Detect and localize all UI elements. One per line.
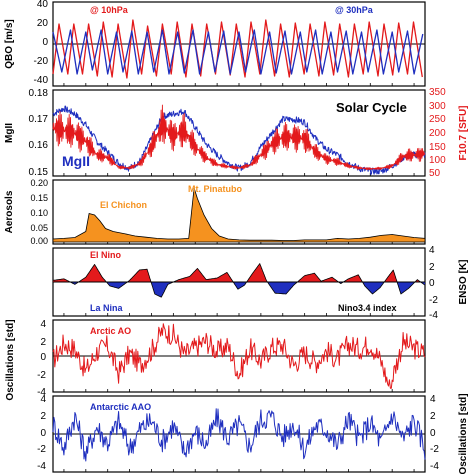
aao-ytick-label: 0 [40,428,46,439]
aerosols-panel: 0.20 0.15 0.10 0.05 0.00 Aerosols El Chi… [4,178,426,246]
enso-series-marks [52,263,426,316]
solar-title: Solar Cycle [336,100,407,115]
aao-right-ytick-label: 0 [430,428,436,439]
enso-right-ytick-label: -4 [429,310,438,321]
solar-right-y-ticks: 350 300 250 200 150 100 50 [429,87,446,179]
solar-legend-mgii: MgII [62,153,90,169]
aerosols-series-marks [52,187,426,244]
mgii-line [52,105,426,175]
aao-right-ytick-label: 2 [430,411,436,422]
aerosols-ytick-label: 0.10 [30,208,48,218]
aerosols-ytick-label: 0.20 [30,178,48,188]
qbo-panel: 40 20 0 -20 -40 QBO [m/s] @ 10hPa @ 30hP… [4,0,426,87]
solar-ytick-label: 0.18 [29,88,49,99]
aao-ytick-label: -2 [37,444,46,455]
ao-line [52,323,426,389]
aao-line [52,408,426,462]
ao-y-ticks: 4 2 0 -2 -4 [37,319,46,398]
solar-right-ytick-label: 50 [429,168,441,179]
aao-right-y-ticks: 4 2 0 -2 -4 [430,394,439,472]
aerosols-ytick-label: 0.15 [30,193,48,203]
f107-line [52,104,426,171]
qbo-ytick-label: -20 [34,56,49,67]
ao-ytick-label: 4 [40,319,46,330]
aerosols-ytick-label: 0.05 [30,223,48,233]
ao-ytick-label: -2 [37,370,46,381]
aerosols-ytick-label: 0.00 [30,236,48,246]
aao-y-ticks: 4 2 0 -2 -4 [37,394,46,472]
aao-right-ytick-label: 4 [430,394,436,405]
pinatubo-annotation: Mt. Pinatubo [188,184,242,194]
aao-right-ytick-label: -4 [430,461,439,472]
solar-cycle-panel: 0.18 0.17 0.16 0.15 350 300 250 200 150 … [4,87,469,179]
nino34-index-label: Nino3.4 index [338,303,397,313]
enso-panel: 4 2 0 -2 -4 ENSO [K] El Nino La Nina Nin… [52,245,469,321]
qbo-series-marks [52,19,425,86]
ao-ytick-label: 0 [40,352,46,363]
la-nina-area [53,282,425,298]
qbo-ytick-label: 40 [37,0,49,10]
ao-ytick-label: -4 [37,387,46,398]
enso-right-ytick-label: 4 [429,245,435,256]
ao-ytick-label: 2 [40,337,46,348]
enso-right-ytick-label: 0 [429,278,435,289]
solar-right-ytick-label: 100 [429,155,446,166]
qbo-legend-30hpa: @ 30hPa [335,5,374,15]
solar-ytick-label: 0.17 [29,114,49,125]
solar-right-axis-label: F10.7 [SFU] [458,105,469,160]
solar-right-ytick-label: 200 [429,128,446,139]
antarctic-aao-panel: 4 2 0 -2 -4 4 2 0 -2 -4 Oscillations [st… [37,393,469,474]
qbo-ytick-label: -40 [34,75,49,86]
aao-series-marks [52,408,426,472]
qbo-ytick-label: 20 [37,18,49,29]
enso-right-axis-label: ENSO [K] [458,260,469,305]
solar-y-axis-label: MgII [4,123,15,143]
ao-y-axis-label: Oscillations [std] [5,319,16,400]
el-nino-annotation: El Nino [90,250,122,260]
qbo-ytick-label: 0 [42,37,48,48]
solar-series-marks [52,104,426,176]
solar-right-ytick-label: 150 [429,142,446,153]
aerosols-y-ticks: 0.20 0.15 0.10 0.05 0.00 [30,178,48,246]
qbo-legend-10hpa: @ 10hPa [90,5,129,15]
enso-right-ytick-label: -2 [429,295,438,306]
aao-ytick-label: 4 [40,394,46,405]
qbo-y-axis-label: QBO [m/s] [4,19,15,68]
solar-ytick-label: 0.15 [29,167,49,178]
qbo-y-ticks: 40 20 0 -20 -40 [34,0,49,86]
aerosols-y-axis-label: Aerosols [4,190,15,233]
aao-ytick-label: -4 [37,461,46,472]
nino34-line [52,263,426,298]
solar-right-ytick-label: 250 [429,114,446,125]
arctic-ao-panel: 4 2 0 -2 -4 Oscillations [std] Arctic AO [5,319,426,401]
aao-right-axis-label: Oscillations [std] [458,393,469,474]
enso-right-ytick-label: 2 [429,262,435,273]
la-nina-annotation: La Nina [90,303,124,313]
solar-right-ytick-label: 300 [429,101,446,112]
qbo-10hpa-line [52,19,423,79]
el-nino-area [53,263,425,282]
el-chichon-annotation: El Chichon [100,200,147,210]
enso-right-y-ticks: 4 2 0 -2 -4 [429,245,438,321]
aao-ytick-label: 2 [40,411,46,422]
solar-ytick-label: 0.16 [29,140,49,151]
aao-legend: Antarctic AAO [90,402,151,412]
ao-legend: Arctic AO [90,326,131,336]
solar-right-ytick-label: 350 [429,87,446,98]
aao-right-ytick-label: -2 [430,444,439,455]
solar-y-ticks: 0.18 0.17 0.16 0.15 [29,88,49,178]
ao-series-marks [52,323,426,392]
qbo-30hpa-line [52,29,424,75]
aerosols-area [52,187,426,243]
